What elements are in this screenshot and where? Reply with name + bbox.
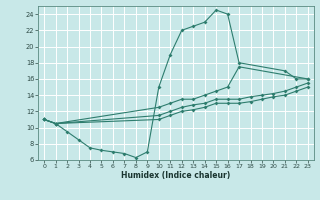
X-axis label: Humidex (Indice chaleur): Humidex (Indice chaleur) [121, 171, 231, 180]
